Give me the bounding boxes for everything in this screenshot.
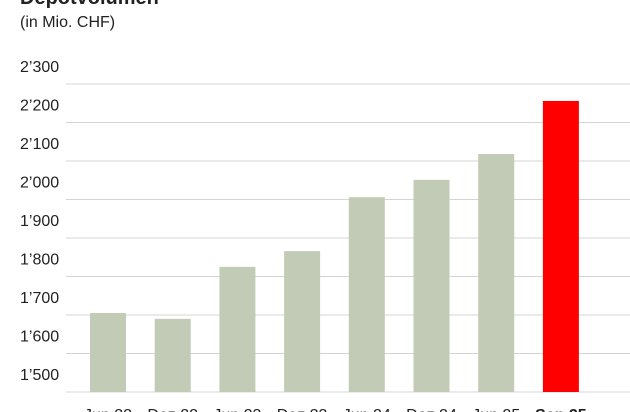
y-tick-label: 2’100: [20, 136, 59, 153]
x-tick-label: Dez 24: [406, 407, 457, 412]
x-tick-label: Jun 25: [472, 407, 520, 412]
y-tick-label: 2’000: [20, 175, 59, 192]
y-tick-label: 1’800: [20, 252, 59, 269]
bar: [284, 251, 321, 392]
x-tick-label: Jun 24: [343, 407, 391, 412]
bar: [219, 266, 256, 392]
x-tick-label: Dez 23: [277, 407, 328, 412]
y-tick-label: 2’200: [20, 98, 59, 115]
y-tick-label: 1’500: [20, 367, 59, 384]
y-tick-label: 2’300: [20, 59, 59, 76]
x-tick-label: Jun 22: [84, 407, 132, 412]
y-tick-label: 1’600: [20, 329, 59, 346]
x-tick-label: Sep 25: [535, 407, 587, 412]
chart-subtitle: (in Mio. CHF): [20, 14, 115, 31]
x-tick-label: Dez 22: [147, 407, 198, 412]
bar: [348, 197, 385, 392]
bar: [154, 318, 191, 392]
chart-title: Depotvolumen: [20, 0, 159, 9]
bar: [542, 100, 579, 392]
y-tick-label: 1’700: [20, 290, 59, 307]
bar: [478, 154, 515, 392]
y-tick-label: 1’900: [20, 213, 59, 230]
bar: [413, 179, 450, 392]
x-tick-label: Jun 23: [213, 407, 261, 412]
bar: [90, 313, 126, 392]
